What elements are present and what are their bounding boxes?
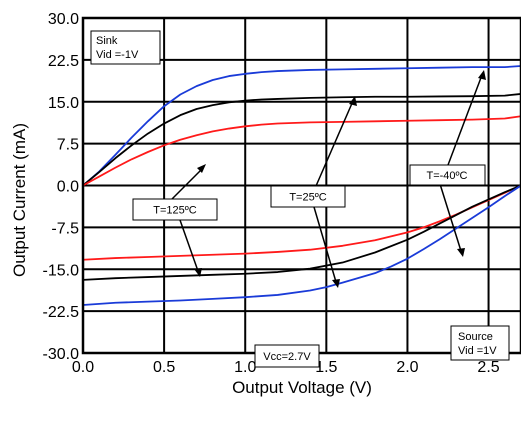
y-axis-title: Output Current (mA) bbox=[10, 123, 29, 277]
y-tick-label: 7.5 bbox=[57, 137, 79, 154]
sink-box-line-2: Vid =-1V bbox=[96, 49, 139, 61]
arrow-125c-up bbox=[171, 167, 204, 200]
y-tick-label: 30.0 bbox=[48, 11, 79, 28]
series-line-5 bbox=[82, 184, 521, 281]
x-tick-labels: 0.0 0.5 1.0 1.5 2.0 2.5 bbox=[72, 359, 500, 376]
label-t125-text: T=125ºC bbox=[153, 205, 197, 217]
x-tick-label: 2.0 bbox=[396, 359, 418, 376]
y-tick-labels: 30.0 22.5 15.0 7.5 0.0 -7.5 -15.0 -22.5 -30.0 bbox=[43, 11, 80, 363]
x-tick-label: 1.0 bbox=[234, 359, 256, 376]
x-tick-label: 0.5 bbox=[153, 359, 175, 376]
arrowhead-125c-down bbox=[194, 268, 202, 277]
vcc-label: Vcc=2.7V bbox=[263, 351, 311, 363]
arrowhead-25c-up bbox=[349, 96, 357, 106]
x-axis-title: Output Voltage (V) bbox=[232, 378, 372, 397]
arrowhead-n40c-up bbox=[478, 70, 486, 80]
series-line-1 bbox=[82, 65, 521, 187]
sink-box-line-1: Sink bbox=[96, 35, 118, 47]
x-tick-label: 0.0 bbox=[72, 359, 94, 376]
arrow-125c-down bbox=[179, 219, 199, 272]
source-box-line-1: Source bbox=[458, 331, 493, 343]
arrow-n40c-up bbox=[447, 74, 483, 166]
y-tick-label: -30.0 bbox=[43, 346, 80, 363]
series-lines bbox=[82, 65, 521, 306]
x-tick-label: 1.5 bbox=[315, 359, 337, 376]
arrow-25c-down bbox=[313, 206, 337, 283]
y-tick-label: -22.5 bbox=[43, 304, 80, 321]
label-t25: T=25ºC bbox=[270, 185, 346, 208]
arrowhead-25c-down bbox=[332, 279, 340, 288]
y-tick-label: 22.5 bbox=[48, 53, 79, 70]
y-tick-label: -15.0 bbox=[43, 262, 80, 279]
arrowhead-125c-up bbox=[197, 164, 206, 173]
arrowhead-n40c-down bbox=[457, 248, 465, 257]
source-box: Source Vid =1V bbox=[450, 325, 510, 361]
arrow-25c-up bbox=[315, 100, 354, 187]
label-t25-text: T=25ºC bbox=[289, 192, 326, 204]
label-tn40: T=-40ºC bbox=[409, 164, 486, 186]
y-tick-label: 0.0 bbox=[57, 179, 79, 196]
label-tn40-text: T=-40ºC bbox=[426, 170, 467, 182]
source-box-line-2: Vid =1V bbox=[458, 345, 497, 357]
x-tick-label: 2.5 bbox=[477, 359, 499, 376]
series-line-3 bbox=[82, 115, 521, 187]
vcc-box: Vcc=2.7V bbox=[254, 344, 320, 368]
temperature-arrows bbox=[171, 70, 486, 288]
series-line-2 bbox=[82, 93, 521, 187]
series-line-6 bbox=[82, 184, 521, 306]
arrow-n40c-down bbox=[439, 183, 462, 252]
y-tick-label: -7.5 bbox=[51, 220, 79, 237]
y-tick-label: 15.0 bbox=[48, 95, 79, 112]
label-t125: T=125ºC bbox=[132, 198, 218, 221]
sink-box: Sink Vid =-1V bbox=[90, 30, 161, 65]
